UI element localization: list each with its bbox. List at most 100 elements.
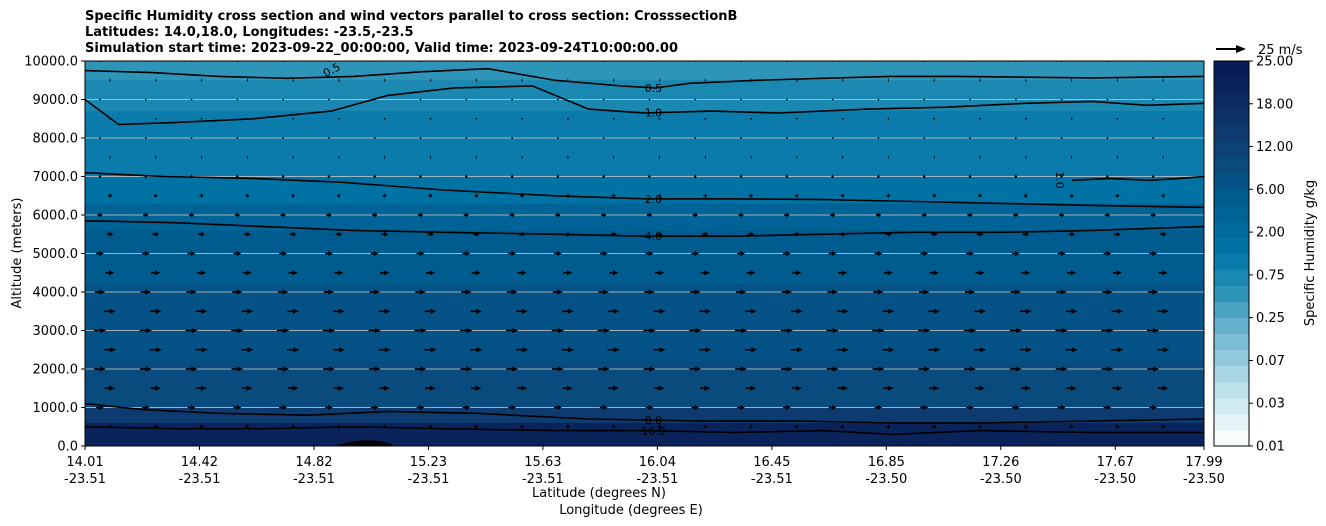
wind-vector-head [475,424,479,430]
contour-line [85,67,1204,89]
wind-vector-head [420,366,427,372]
wind-vector [750,117,752,120]
colorbar-tick-label: 0.25 [1256,311,1285,326]
wind-vector-head [649,174,651,179]
x-tick-label-lon: -23.51 [64,472,106,487]
wind-vector-head [613,77,614,83]
wind-vector-head [430,308,437,314]
wind-vector-head [888,308,895,314]
wind-vector-head [831,251,837,256]
wind-vector-head [475,77,477,83]
wind-vector-head [979,424,982,430]
wind-vector-head [979,193,982,199]
wind-vector-head [1116,385,1123,391]
wind-vector-head [613,154,615,160]
wind-vector-head [1071,154,1073,160]
wind-vector [1106,98,1109,101]
wind-vector-head [1116,77,1118,83]
wind-vector-head [338,154,340,160]
wind-vector-head [602,289,609,295]
wind-vector-head [648,289,655,295]
wind-vector-head [429,77,431,83]
colorbar-swatch [1214,61,1249,78]
wind-vector-head [145,405,150,410]
wind-vector-head [190,251,196,256]
wind-vector-head [246,193,250,199]
wind-vector-head [602,405,608,410]
wind-vector-head [420,174,422,179]
wind-vector-head [888,193,891,199]
wind-vector-head [923,289,930,295]
wind-vector-head [383,385,390,391]
colorbar-tick-label: 0.03 [1256,397,1285,412]
wind-vector-head [511,174,514,179]
wind-vector-head [649,328,656,333]
wind-vector [99,137,101,139]
x-tick-label-lon: -23.50 [865,472,907,487]
wind-vector-head [750,424,754,430]
wind-vector-head [1070,77,1072,83]
wind-vector [1060,137,1063,139]
chart-title-line-1: Specific Humidity cross section and wind… [85,9,738,24]
contour-label: 4.0 [645,230,663,243]
wind-vector [831,98,834,101]
wind-vector [373,137,376,139]
wind-vector-head [795,270,802,276]
colorbar-tick-label: 0.75 [1256,268,1285,283]
wind-vector-head [888,154,890,160]
wind-vector-head [1117,424,1120,430]
y-axis-label: Altitude (meters) [10,198,25,309]
wind-vector-head [475,385,482,391]
colorbar-tick-label: 25.00 [1256,55,1293,70]
wind-vector-head [750,193,754,199]
wind-vector [1152,137,1155,139]
wind-vector [740,137,742,139]
wind-vector-head [567,385,574,391]
wind-vector-head [292,193,296,199]
wind-vector-head [155,154,157,160]
wind-vector-head [613,308,620,314]
wind-vector [704,117,707,120]
x-tick-label-lon: -23.50 [1094,472,1136,487]
wind-vector [841,117,844,120]
wind-vector-head [511,366,518,372]
wind-vector [785,137,788,139]
wind-vector-head [522,347,529,353]
wind-vector [282,98,285,101]
wind-vector-head [969,174,972,179]
wind-vector [877,98,880,101]
wind-vector-head [521,385,528,391]
chart-title-line-2: Latitudes: 14.0,18.0, Longitudes: -23.5,… [85,25,414,40]
wind-vector-head [1060,405,1066,410]
wind-vector-head [567,154,569,160]
wind-vector-head [373,289,380,295]
wind-vector-head [705,154,706,160]
wind-vector-head [521,154,523,160]
wind-vector-head [420,212,424,218]
wind-vector [419,98,422,101]
wind-vector-head [247,347,254,353]
wind-vector-head [109,308,116,314]
x-tick-label-lon: -23.50 [980,472,1022,487]
wind-vector-head [1162,231,1167,237]
wind-vector [648,137,651,139]
wind-vector-head [1163,154,1164,160]
wind-vector-head [796,424,799,430]
wind-vector [694,98,697,101]
wind-vector [154,117,157,120]
wind-vector-head [429,385,436,391]
wind-vector-head [155,347,162,353]
wind-vector-head [841,385,848,391]
wind-vector [1116,117,1119,120]
wind-vector-head [796,308,803,314]
wind-vector [979,117,981,120]
colorbar-swatch [1214,301,1249,319]
wind-vector-head [374,366,381,372]
wind-vector-head [1025,154,1027,160]
wind-vector [612,117,615,120]
wind-vector-head [145,328,152,333]
colorbar-swatch [1214,317,1249,335]
wind-vector-head [383,270,390,276]
colorbar-tick-label: 2.00 [1256,226,1285,241]
colorbar-swatch [1214,189,1249,206]
